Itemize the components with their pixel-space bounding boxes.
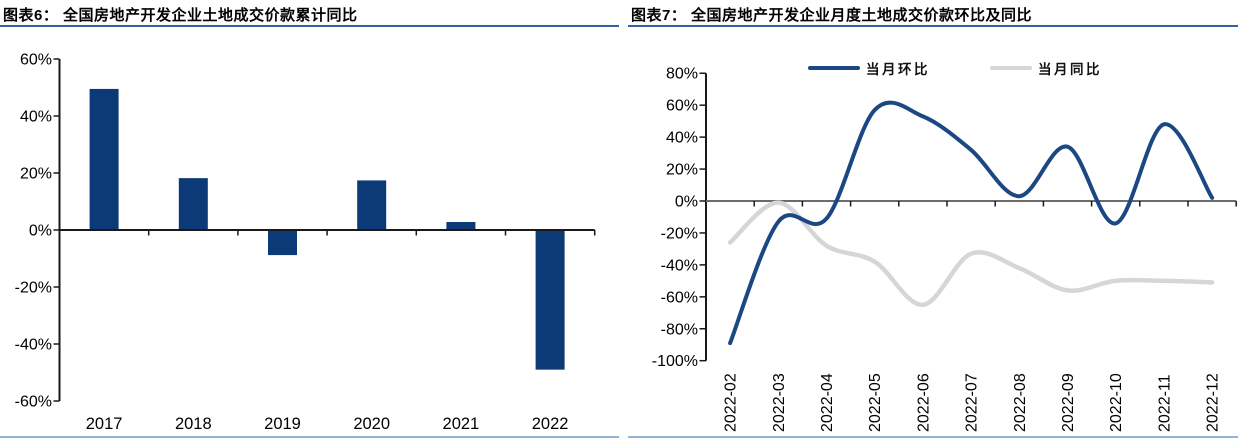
figure6-header: 图表6： 全国房地产开发企业土地成交价款累计同比 bbox=[0, 0, 620, 40]
y-tick-label: -20% bbox=[661, 225, 698, 242]
x-category-label: 2020 bbox=[353, 415, 390, 433]
figure6-title-rule bbox=[0, 25, 619, 27]
x-month-label: 2022-06 bbox=[915, 373, 932, 432]
bar-2021 bbox=[446, 222, 476, 230]
figure6-bottom-rule bbox=[0, 436, 619, 438]
bar-2017 bbox=[89, 88, 119, 230]
y-tick-label: -60% bbox=[15, 394, 52, 411]
figure6-panel: 图表6： 全国房地产开发企业土地成交价款累计同比 60% 40% 20% 0% -20%… bbox=[0, 0, 620, 438]
x-month-label: 2022-12 bbox=[1205, 373, 1222, 432]
x-month-label: 2022-11 bbox=[1156, 374, 1173, 432]
y-tick-label: 60% bbox=[666, 98, 698, 115]
y-tick-label: -20% bbox=[15, 280, 52, 297]
x-month-label: 2022-09 bbox=[1060, 373, 1077, 432]
series-line-mom bbox=[728, 100, 1215, 346]
y-tick-label: -100% bbox=[652, 353, 698, 370]
y-tick-label: -60% bbox=[661, 289, 698, 306]
y-tick-label: 0% bbox=[29, 223, 52, 240]
y-tick-label: -80% bbox=[661, 321, 698, 338]
figure7-title: 图表7： 全国房地产开发企业月度土地成交价款环比及同比 bbox=[631, 7, 1033, 24]
x-category-label: 2022 bbox=[532, 415, 569, 433]
y-tick-label: 40% bbox=[20, 109, 52, 126]
y-tick-label: 80% bbox=[666, 66, 698, 83]
figure6-bar-chart: 60% 40% 20% 0% -20% -40% -60% 2017 2018 2019 2020 2… bbox=[15, 52, 596, 433]
x-month-label: 2022-10 bbox=[1108, 373, 1125, 432]
x-category-label: 2017 bbox=[86, 415, 123, 433]
y-tick-label: 40% bbox=[666, 130, 698, 147]
bar-2020 bbox=[357, 180, 387, 230]
x-month-label: 2022-05 bbox=[867, 373, 884, 432]
y-tick-label: -40% bbox=[661, 257, 698, 274]
y-tick-label: 60% bbox=[20, 52, 52, 69]
series-line-yoy bbox=[727, 200, 1215, 308]
x-category-label: 2019 bbox=[264, 415, 301, 433]
y-tick-label: -40% bbox=[15, 337, 52, 354]
figure7-panel: 图表7： 全国房地产开发企业月度土地成交价款环比及同比 当月环比 当月同比 80… bbox=[620, 0, 1239, 440]
figure6-title: 图表6： 全国房地产开发企业土地成交价款累计同比 bbox=[3, 7, 358, 24]
y-tick-label: 20% bbox=[666, 162, 698, 179]
figure7-header: 图表7： 全国房地产开发企业月度土地成交价款环比及同比 bbox=[620, 0, 1239, 40]
x-month-label: 2022-03 bbox=[771, 373, 788, 432]
y-tick-label: 0% bbox=[675, 194, 698, 211]
x-category-label: 2021 bbox=[443, 415, 480, 433]
bar-2018 bbox=[178, 178, 208, 230]
figure7-bottom-rule bbox=[628, 436, 1238, 438]
x-month-label: 2022-07 bbox=[964, 373, 981, 432]
figure7-title-rule bbox=[628, 25, 1238, 27]
bar-2022 bbox=[535, 230, 565, 370]
bar-2019 bbox=[268, 230, 297, 256]
x-month-label: 2022-08 bbox=[1012, 373, 1029, 432]
y-tick-label: 20% bbox=[20, 166, 52, 183]
x-month-label: 2022-04 bbox=[819, 373, 836, 432]
x-category-label: 2018 bbox=[175, 415, 212, 433]
x-month-label: 2022-02 bbox=[723, 373, 740, 432]
figure7-line-chart: 80% 60% 40% 20% 0% -20% -40% -60% -80% -100% 2022-… bbox=[652, 66, 1237, 432]
